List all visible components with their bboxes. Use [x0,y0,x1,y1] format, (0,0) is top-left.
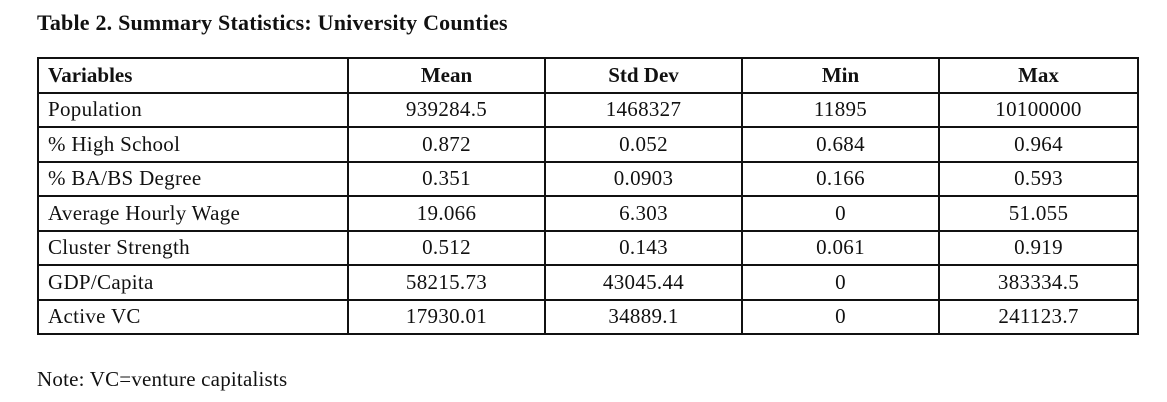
column-header-min: Min [741,57,940,94]
table-row: Average Hourly Wage 19.066 6.303 0 51.05… [37,195,1139,232]
variable-name: GDP/Capita [37,264,349,301]
variable-name: % High School [37,126,349,163]
max-value: 383334.5 [938,264,1139,301]
mean-value: 19.066 [347,195,546,232]
table-header-row: Variables Mean Std Dev Min Max [37,57,1139,94]
std-dev-value: 6.303 [544,195,743,232]
mean-value: 0.351 [347,160,546,197]
variable-name: Active VC [37,298,349,335]
std-dev-value: 0.052 [544,126,743,163]
mean-value: 939284.5 [347,91,546,128]
table-row: Active VC 17930.01 34889.1 0 241123.7 [37,298,1139,335]
table-row: GDP/Capita 58215.73 43045.44 0 383334.5 [37,264,1139,301]
summary-statistics-table: Variables Mean Std Dev Min Max Populatio… [37,57,1139,335]
max-value: 241123.7 [938,298,1139,335]
table-row: Population 939284.5 1468327 11895 101000… [37,91,1139,128]
min-value: 0 [741,264,940,301]
variable-name: % BA/BS Degree [37,160,349,197]
min-value: 0.061 [741,229,940,266]
table-title: Table 2. Summary Statistics: University … [37,10,508,35]
table-row: % BA/BS Degree 0.351 0.0903 0.166 0.593 [37,160,1139,197]
min-value: 0.684 [741,126,940,163]
std-dev-value: 34889.1 [544,298,743,335]
column-header-variables: Variables [37,57,349,94]
max-value: 0.964 [938,126,1139,163]
std-dev-value: 0.143 [544,229,743,266]
mean-value: 0.512 [347,229,546,266]
mean-value: 0.872 [347,126,546,163]
max-value: 10100000 [938,91,1139,128]
variable-name: Average Hourly Wage [37,195,349,232]
table-row: % High School 0.872 0.052 0.684 0.964 [37,126,1139,163]
column-header-std-dev: Std Dev [544,57,743,94]
table-note: Note: VC=venture capitalists [37,367,288,391]
std-dev-value: 0.0903 [544,160,743,197]
mean-value: 58215.73 [347,264,546,301]
table-row: Cluster Strength 0.512 0.143 0.061 0.919 [37,229,1139,266]
variable-name: Population [37,91,349,128]
max-value: 51.055 [938,195,1139,232]
max-value: 0.919 [938,229,1139,266]
min-value: 0 [741,298,940,335]
mean-value: 17930.01 [347,298,546,335]
std-dev-value: 43045.44 [544,264,743,301]
variable-name: Cluster Strength [37,229,349,266]
min-value: 0 [741,195,940,232]
min-value: 0.166 [741,160,940,197]
max-value: 0.593 [938,160,1139,197]
column-header-mean: Mean [347,57,546,94]
std-dev-value: 1468327 [544,91,743,128]
column-header-max: Max [938,57,1139,94]
min-value: 11895 [741,91,940,128]
